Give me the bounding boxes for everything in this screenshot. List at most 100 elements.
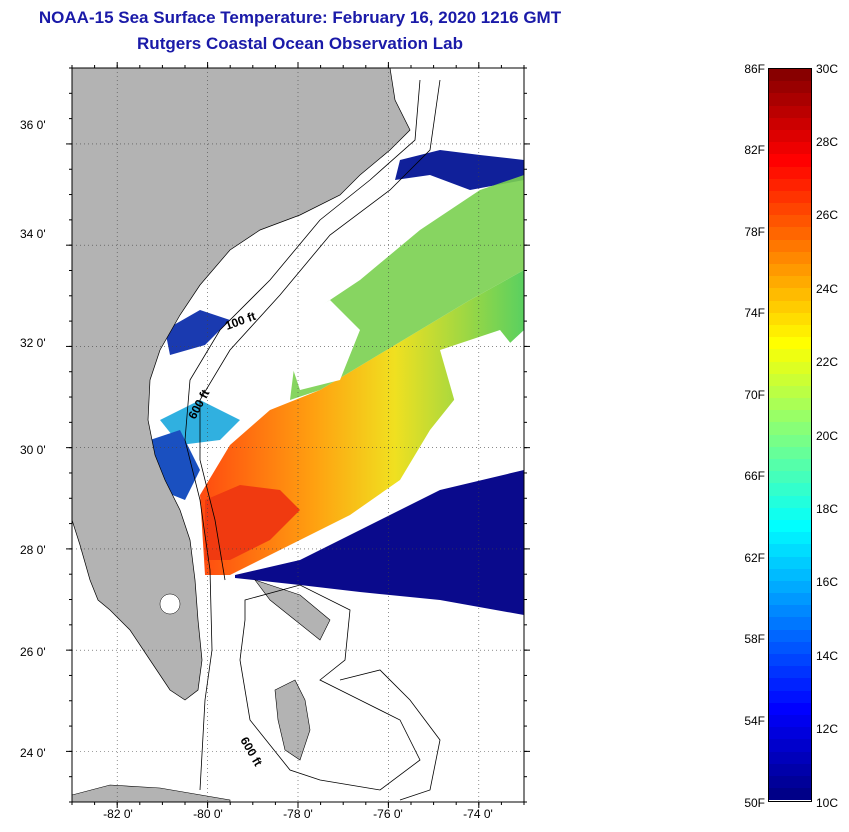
colorbar-band <box>769 459 811 472</box>
colorbar-band <box>769 349 811 362</box>
colorbar-f-62: 62F <box>744 551 765 565</box>
colorbar-c-12: 12C <box>816 722 839 736</box>
colorbar-band <box>769 678 811 691</box>
colorbar-f-78: 78F <box>744 225 765 239</box>
colorbar-f-82: 82F <box>744 143 765 157</box>
temperature-colorbar <box>768 68 812 802</box>
colorbar-band <box>769 532 811 545</box>
colorbar-f-86: 86F <box>744 62 765 76</box>
colorbar-c-16: 16C <box>816 575 839 589</box>
colorbar-band <box>769 129 811 143</box>
colorbar-band <box>769 556 811 569</box>
bahamas-grand <box>254 579 331 641</box>
colorbar-band <box>769 69 811 82</box>
cloud-patch-2 <box>440 330 524 420</box>
colorbar-band <box>769 190 811 204</box>
colorbar-c-20: 20C <box>816 429 839 443</box>
colorbar-c-22: 22C <box>816 355 839 369</box>
colorbar-band <box>769 422 811 435</box>
colorbar-band <box>769 775 811 789</box>
colorbar-band <box>769 215 811 228</box>
colorbar-band <box>769 312 811 325</box>
colorbar-band <box>769 410 811 423</box>
colorbar-band <box>769 300 811 313</box>
colorbar-band <box>769 617 811 630</box>
colorbar-band <box>769 702 811 715</box>
colorbar-band <box>769 714 811 728</box>
colorbar-band <box>769 751 811 764</box>
lon-label-82: -82 0' <box>103 807 133 821</box>
colorbar-band <box>769 593 811 606</box>
colorbar-band <box>769 154 811 167</box>
colorbar-band <box>769 203 811 216</box>
lat-label-30: 30 0' <box>20 443 46 457</box>
colorbar-band <box>769 483 811 496</box>
colorbar-band <box>769 690 811 703</box>
lat-label-34: 34 0' <box>20 227 46 241</box>
colorbar-band <box>769 227 811 240</box>
bahamas-contour-2 <box>339 669 441 801</box>
colorbar-band <box>769 739 811 752</box>
colorbar-band <box>769 654 811 667</box>
colorbar-c-10: 10C <box>816 796 839 810</box>
colorbar-band <box>769 93 811 106</box>
colorbar-band <box>769 239 811 252</box>
lat-label-32: 32 0' <box>20 336 46 350</box>
graticule <box>72 68 524 802</box>
cuba-land <box>72 784 231 802</box>
depth-contour-600ft <box>199 79 441 581</box>
colorbar-band <box>769 580 811 594</box>
colorbar-c-28: 28C <box>816 135 839 149</box>
colorbar-band <box>769 81 811 94</box>
map-title: NOAA-15 Sea Surface Temperature: Februar… <box>38 8 562 27</box>
colorbar-band <box>769 727 811 740</box>
colorbar-band <box>769 324 811 338</box>
lon-label-76: -76 0' <box>373 807 403 821</box>
colorbar-band <box>769 264 811 277</box>
lon-label-80: -80 0' <box>193 807 223 821</box>
lat-label-28: 28 0' <box>20 543 46 557</box>
colorbar-band <box>769 641 811 654</box>
colorbar-c-18: 18C <box>816 502 839 516</box>
cold-water-region <box>235 470 524 615</box>
colorbar-f-50: 50F <box>744 796 765 810</box>
colorbar-band <box>769 142 811 155</box>
colorbar-band <box>769 105 811 118</box>
colorbar-band <box>769 788 811 801</box>
colorbar-band <box>769 385 811 399</box>
colorbar-band <box>769 166 811 179</box>
colorbar-band <box>769 666 811 679</box>
lat-label-36: 36 0' <box>20 118 46 132</box>
colorbar-band <box>769 117 811 130</box>
colorbar-band <box>769 507 811 520</box>
bahamas-contour <box>239 584 421 791</box>
colorbar-c-14: 14C <box>816 649 839 663</box>
colorbar-f-66: 66F <box>744 469 765 483</box>
lake-okeechobee <box>159 593 181 615</box>
hot-core <box>205 485 300 560</box>
colorbar-c-26: 26C <box>816 208 839 222</box>
colorbar-band <box>769 471 811 484</box>
cold-water-north <box>395 150 524 190</box>
colorbar-f-70: 70F <box>744 388 765 402</box>
us-mainland-land <box>72 68 411 701</box>
colorbar-band <box>769 288 811 301</box>
colorbar-f-54: 54F <box>744 714 765 728</box>
colorbar-band <box>769 544 811 557</box>
colorbar-f-58: 58F <box>744 632 765 646</box>
colorbar-band <box>769 519 811 533</box>
lat-label-24: 24 0' <box>20 746 46 760</box>
bahamas-andros <box>274 679 311 761</box>
colorbar-band <box>769 251 811 264</box>
colorbar-c-24: 24C <box>816 282 839 296</box>
colorbar-band <box>769 495 811 508</box>
colorbar-band <box>769 568 811 581</box>
colorbar-f-74: 74F <box>744 306 765 320</box>
colorbar-band <box>769 337 811 350</box>
lat-label-26: 26 0' <box>20 645 46 659</box>
lon-label-78: -78 0' <box>283 807 313 821</box>
colorbar-band <box>769 446 811 459</box>
colorbar-band <box>769 434 811 447</box>
lon-label-74: -74 0' <box>463 807 493 821</box>
